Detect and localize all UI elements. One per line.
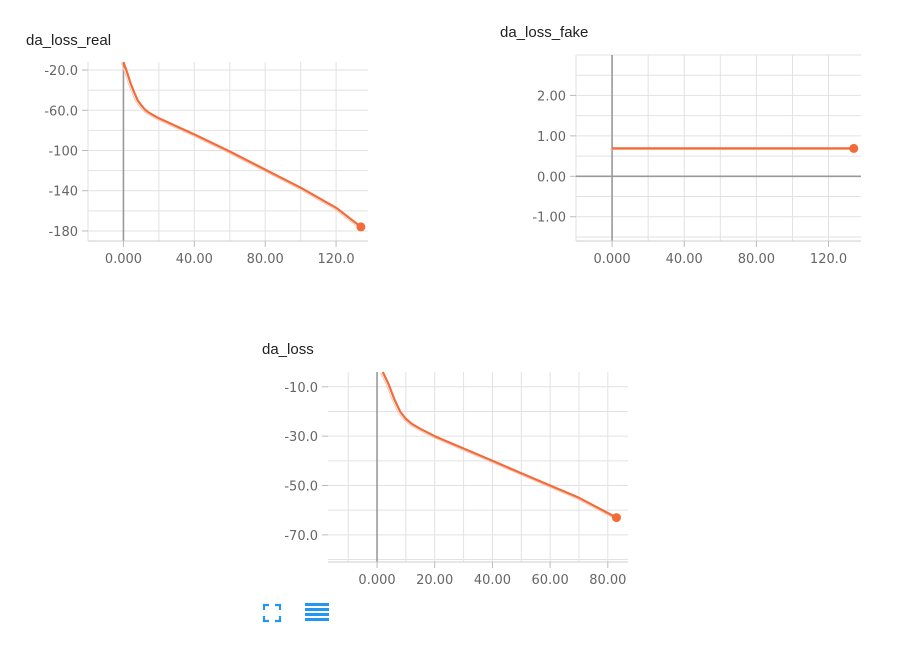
y-tick-label: 0.00: [537, 170, 566, 185]
chart-title: da_loss_fake: [500, 24, 589, 41]
x-tick-label: 0.000: [593, 252, 630, 267]
x-tick-label: 80.00: [589, 573, 626, 588]
series-last-point: [356, 222, 366, 232]
series-last-point: [849, 143, 859, 153]
fullscreen-button[interactable]: [261, 602, 283, 624]
y-tick-label: -70.0: [284, 529, 318, 544]
series-line: [122, 61, 362, 228]
y-tick-label: -10.0: [284, 381, 318, 396]
y-tick-label: -60.0: [44, 104, 78, 119]
y-tick-label: -30.0: [284, 430, 318, 445]
series-raw-line: [380, 372, 615, 520]
x-tick-label: 20.00: [416, 573, 453, 588]
x-tick-label: 40.00: [474, 573, 511, 588]
y-tick-label: -140: [48, 185, 78, 200]
chart-title: da_loss: [262, 341, 314, 358]
series-last-point: [611, 513, 621, 523]
x-tick-label: 0.000: [358, 573, 395, 588]
y-tick-label: -20.0: [44, 64, 78, 79]
series-line: [381, 371, 618, 519]
y-tick-label: -180: [48, 225, 78, 240]
menu-button[interactable]: [304, 601, 330, 623]
y-tick-label: -1.00: [532, 211, 566, 226]
fullscreen-icon: [262, 603, 282, 623]
y-tick-label: -50.0: [284, 480, 318, 495]
x-tick-label: 120.0: [317, 252, 354, 267]
chart-title: da_loss_real: [26, 32, 112, 49]
x-tick-label: 40.00: [176, 252, 213, 267]
y-tick-label: -100: [48, 144, 78, 159]
x-tick-label: 80.00: [247, 252, 284, 267]
x-tick-label: 40.00: [666, 252, 703, 267]
y-tick-label: 1.00: [537, 130, 566, 145]
series-raw-line: [120, 62, 360, 229]
x-tick-label: 60.00: [532, 573, 569, 588]
y-tick-label: 2.00: [537, 89, 566, 104]
x-tick-label: 120.0: [810, 252, 847, 267]
x-tick-label: 80.00: [738, 252, 775, 267]
x-tick-label: 0.000: [105, 252, 142, 267]
menu-lines-icon: [305, 603, 329, 621]
